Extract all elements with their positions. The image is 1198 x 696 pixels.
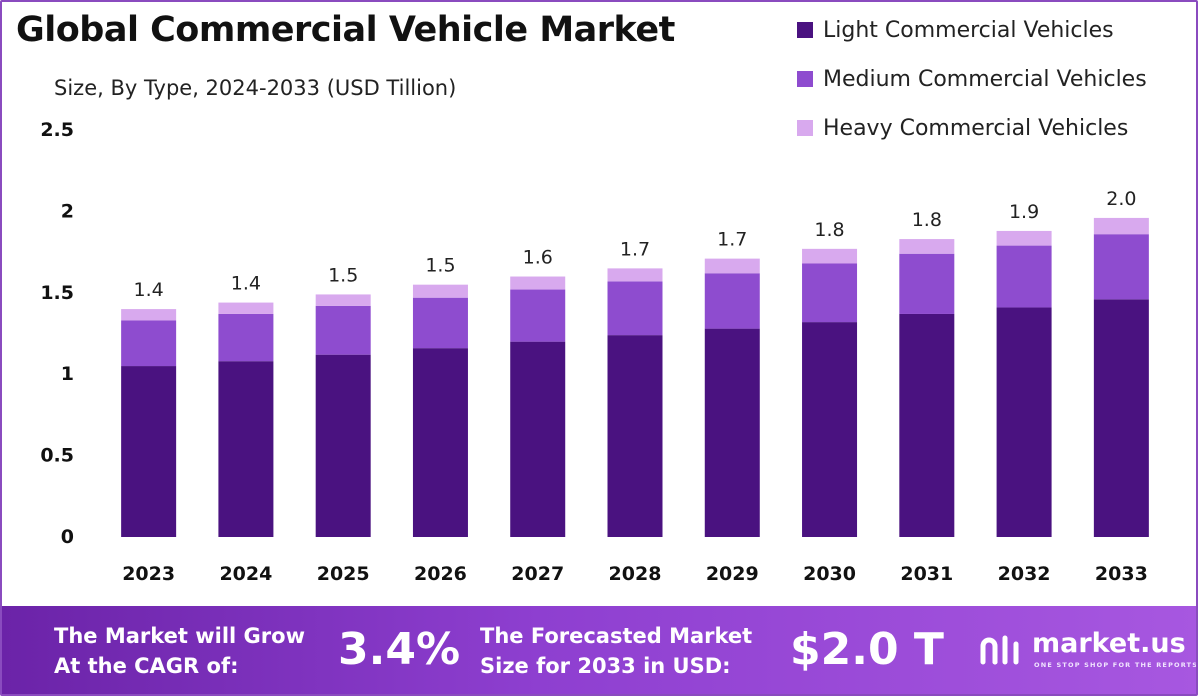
total-data-label: 1.8 (912, 209, 942, 231)
stacked-bar-chart: 0 0.5 1 1.5 2 2.5 1.4 2023 1.4 2024 1.5 2025 1.5 2026… (40, 119, 1149, 585)
legend: Light Commercial Vehicles Medium Commerc… (797, 18, 1147, 165)
chart-subtitle: Size, By Type, 2024-2033 (USD Tillion) (54, 76, 457, 100)
total-data-label: 1.8 (814, 219, 844, 241)
bar-segment-heavy (996, 230, 1052, 246)
brand-logo[interactable]: market.us ONE STOP SHOP FOR THE REPORTS (980, 628, 1196, 672)
bar-segment-light (315, 354, 371, 537)
bar-segment-light (899, 313, 955, 537)
forecast-value: $2.0 T (790, 624, 944, 675)
cagr-text: The Market will Grow At the CAGR of: (54, 624, 305, 678)
legend-label-light: Light Commercial Vehicles (823, 17, 1114, 43)
x-tick-label: 2029 (706, 563, 759, 585)
bar-segment-heavy (899, 239, 955, 254)
brand-name: market.us (1032, 628, 1186, 659)
legend-item-heavy: Heavy Commercial Vehicles (797, 115, 1147, 141)
bar-segment-medium (315, 305, 371, 355)
x-tick-label: 2026 (414, 563, 467, 585)
bar-segment-heavy (704, 258, 760, 274)
brand-tagline: ONE STOP SHOP FOR THE REPORTS (1034, 661, 1198, 669)
bar-segment-medium (121, 320, 177, 367)
bar-segment-light (121, 366, 177, 537)
total-data-label: 1.4 (231, 273, 261, 295)
bar-segment-medium (899, 253, 955, 314)
bar-segment-medium (218, 313, 274, 362)
bar-segment-heavy (218, 302, 274, 314)
bar-segment-medium (1093, 234, 1149, 300)
legend-label-medium: Medium Commercial Vehicles (823, 66, 1147, 92)
x-tick-label: 2028 (609, 563, 662, 585)
total-data-label: 1.7 (717, 229, 747, 251)
total-data-label: 2.0 (1106, 188, 1136, 210)
total-data-label: 1.9 (1009, 201, 1039, 223)
bar-segment-medium (704, 273, 760, 329)
bar-segment-light (704, 328, 760, 537)
legend-swatch-medium (797, 71, 813, 87)
bar-segment-light (510, 341, 566, 537)
bar-segment-heavy (121, 309, 177, 321)
bar-segment-heavy (1093, 217, 1149, 235)
bar-segment-light (607, 335, 663, 537)
y-tick-label: 0.5 (40, 445, 74, 467)
bar-segment-light (802, 322, 858, 537)
y-tick-label: 0 (61, 526, 74, 548)
y-tick-label: 1.5 (40, 282, 74, 304)
bar-segment-medium (802, 263, 858, 323)
bar-segment-light (412, 348, 468, 537)
y-tick-label: 1 (61, 363, 74, 385)
legend-item-medium: Medium Commercial Vehicles (797, 66, 1147, 92)
bar-segment-heavy (315, 294, 371, 306)
bar-segment-medium (996, 245, 1052, 308)
legend-item-light: Light Commercial Vehicles (797, 17, 1147, 43)
bar-segment-heavy (607, 268, 663, 282)
legend-label-heavy: Heavy Commercial Vehicles (823, 115, 1129, 141)
total-data-label: 1.5 (425, 255, 455, 277)
legend-swatch-light (797, 22, 813, 38)
x-tick-label: 2024 (219, 563, 272, 585)
chart-title: Global Commercial Vehicle Market (16, 10, 675, 50)
total-data-label: 1.5 (328, 264, 358, 286)
x-tick-label: 2033 (1095, 563, 1148, 585)
bar-segment-medium (510, 289, 566, 342)
x-tick-label: 2025 (317, 563, 370, 585)
y-tick-label: 2 (61, 200, 74, 222)
bar-segment-light (218, 361, 274, 537)
bar-segment-medium (412, 297, 468, 349)
x-tick-label: 2027 (511, 563, 564, 585)
x-tick-label: 2031 (900, 563, 953, 585)
bar-segment-light (996, 307, 1052, 537)
x-tick-label: 2030 (803, 563, 856, 585)
total-data-label: 1.6 (523, 247, 553, 269)
x-tick-label: 2023 (122, 563, 175, 585)
bar-segment-heavy (802, 248, 858, 264)
bar-segment-light (1093, 299, 1149, 537)
legend-swatch-heavy (797, 120, 813, 136)
cagr-value: 3.4% (338, 624, 461, 675)
market-us-logo-icon (980, 635, 1019, 665)
x-tick-label: 2032 (998, 563, 1051, 585)
y-tick-label: 2.5 (40, 119, 74, 141)
total-data-label: 1.4 (134, 279, 164, 301)
forecast-text: The Forecasted Market Size for 2033 in U… (480, 624, 753, 678)
bar-segment-heavy (510, 276, 566, 290)
bar-segment-medium (607, 281, 663, 336)
bar-segment-heavy (412, 284, 468, 298)
footer-banner: The Market will Grow At the CAGR of: 3.4… (2, 606, 1196, 694)
total-data-label: 1.7 (620, 238, 650, 260)
